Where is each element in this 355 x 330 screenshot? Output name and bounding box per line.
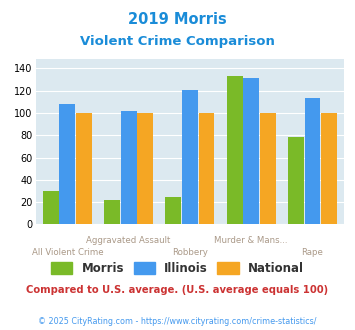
Bar (227, 76, 242, 224)
Bar (198, 113, 214, 224)
Bar (305, 98, 321, 224)
Bar (76, 113, 92, 224)
Text: Aggravated Assault: Aggravated Assault (87, 236, 171, 245)
Text: Murder & Mans...: Murder & Mans... (214, 236, 288, 245)
Bar (260, 113, 276, 224)
Text: 2019 Morris: 2019 Morris (128, 12, 227, 26)
Text: © 2025 CityRating.com - https://www.cityrating.com/crime-statistics/: © 2025 CityRating.com - https://www.city… (38, 317, 317, 326)
Text: Violent Crime Comparison: Violent Crime Comparison (80, 35, 275, 48)
Bar (104, 200, 120, 224)
Bar (121, 111, 137, 224)
Bar (321, 113, 337, 224)
Bar (43, 191, 59, 224)
Bar (243, 78, 259, 224)
Bar (288, 137, 304, 224)
Bar (165, 197, 181, 224)
Bar (137, 113, 153, 224)
Legend: Morris, Illinois, National: Morris, Illinois, National (47, 258, 308, 279)
Text: Robbery: Robbery (172, 248, 208, 257)
Text: All Violent Crime: All Violent Crime (32, 248, 103, 257)
Bar (182, 89, 198, 224)
Bar (59, 104, 75, 224)
Text: Rape: Rape (301, 248, 323, 257)
Text: Compared to U.S. average. (U.S. average equals 100): Compared to U.S. average. (U.S. average … (26, 285, 329, 295)
